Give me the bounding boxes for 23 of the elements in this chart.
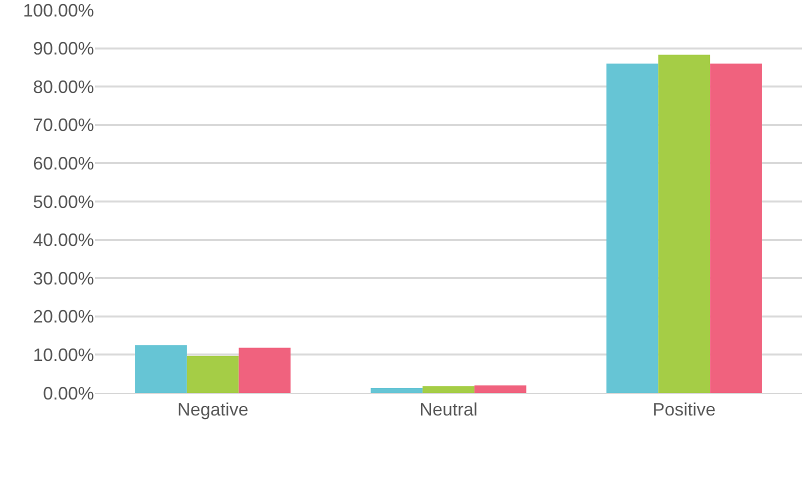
y-tick-label: 10.00% xyxy=(32,345,94,365)
y-tick-label: 40.00% xyxy=(32,230,94,250)
x-tick-label: Positive xyxy=(652,400,716,420)
y-tick-label: 70.00% xyxy=(32,115,94,136)
y-tick-label: 100.00% xyxy=(22,0,94,20)
bar xyxy=(238,348,291,393)
bar xyxy=(370,388,423,393)
bar xyxy=(422,386,474,393)
y-tick-label: 30.00% xyxy=(32,268,94,288)
y-tick-label: 50.00% xyxy=(32,192,94,212)
bar xyxy=(474,385,526,393)
bar xyxy=(658,54,710,393)
x-tick-label: Neutral xyxy=(419,400,478,420)
bar xyxy=(135,345,187,393)
y-tick-label: 90.00% xyxy=(32,38,94,59)
y-tick-label: 20.00% xyxy=(32,306,94,327)
bar xyxy=(710,64,762,393)
x-tick-label: Negative xyxy=(177,400,248,420)
y-tick-label: 80.00% xyxy=(32,76,94,97)
y-tick-label: 0.00% xyxy=(42,383,94,404)
y-tick-label: 60.00% xyxy=(32,154,94,174)
bar xyxy=(186,356,239,393)
bar xyxy=(606,64,658,393)
